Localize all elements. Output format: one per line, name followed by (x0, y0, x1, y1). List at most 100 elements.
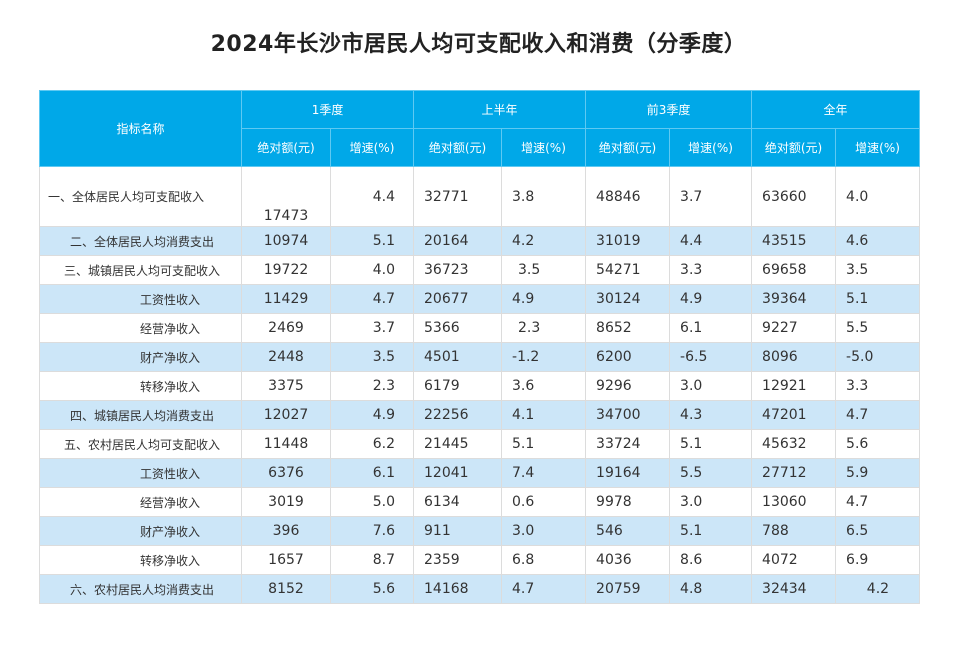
row-label: 五、农村居民人均可支配收入 (39, 429, 242, 459)
value-cell: -5.0 (835, 342, 921, 372)
row-label: 工资性收入 (39, 458, 242, 488)
table-row: 工资性收入 6376 6.1 12041 7.4 19164 5.5 27712… (39, 458, 921, 488)
value-cell: 6376 (241, 458, 331, 488)
value-cell: 4036 (585, 545, 671, 575)
value-cell: 20164 (413, 226, 503, 256)
value-cell: 5.1 (669, 429, 753, 459)
header-absolute: 绝对额(元) (585, 128, 671, 167)
table-row: 五、农村居民人均可支配收入 11448 6.2 21445 5.1 33724 … (39, 429, 921, 459)
row-label: 经营净收入 (39, 313, 242, 343)
value-cell: 4.0 (835, 166, 921, 227)
value-cell: 4.7 (835, 487, 921, 517)
value-cell: 27712 (751, 458, 837, 488)
table-row: 转移净收入 1657 8.7 2359 6.8 4036 8.6 4072 6.… (39, 545, 921, 575)
table-row: 工资性收入 11429 4.7 20677 4.9 30124 4.9 3936… (39, 284, 921, 314)
value-cell: 48846 (585, 166, 671, 227)
value-cell: 3.7 (669, 166, 753, 227)
table-row: 三、城镇居民人均可支配收入 19722 4.0 36723 3.5 54271 … (39, 255, 921, 285)
value-cell: 6134 (413, 487, 503, 517)
value-cell: 19164 (585, 458, 671, 488)
value-cell: 63660 (751, 166, 837, 227)
table-row: 财产净收入 2448 3.5 4501 -1.2 6200 -6.5 8096 … (39, 342, 921, 372)
value-cell: 9296 (585, 371, 671, 401)
value-cell: 2359 (413, 545, 503, 575)
header-absolute: 绝对额(元) (241, 128, 331, 167)
value-cell: 396 (241, 516, 331, 546)
value-cell: 4.7 (501, 574, 587, 604)
table-row: 经营净收入 3019 5.0 6134 0.6 9978 3.0 13060 4… (39, 487, 921, 517)
value-cell: 4.1 (501, 400, 587, 430)
value-cell: -1.2 (501, 342, 587, 372)
value-cell: 6.8 (501, 545, 587, 575)
value-cell: 4501 (413, 342, 503, 372)
value-cell: 788 (751, 516, 837, 546)
value-cell: 54271 (585, 255, 671, 285)
value-cell: 4.4 (669, 226, 753, 256)
value-cell: 5.1 (669, 516, 753, 546)
row-label: 财产净收入 (39, 516, 242, 546)
value-cell: 13060 (751, 487, 837, 517)
value-cell: 8096 (751, 342, 837, 372)
header-absolute: 绝对额(元) (751, 128, 837, 167)
value-cell: 22256 (413, 400, 503, 430)
value-cell: 12027 (241, 400, 331, 430)
value-cell: 19722 (241, 255, 331, 285)
row-label: 工资性收入 (39, 284, 242, 314)
value-cell: 6.5 (835, 516, 921, 546)
value-cell: 36723 (413, 255, 503, 285)
table-row: 六、农村居民人均消费支出 8152 5.6 14168 4.7 20759 4.… (39, 574, 921, 604)
value-cell: 5366 (413, 313, 503, 343)
header-indicator-name: 指标名称 (39, 90, 242, 167)
value-cell: 4.2 (501, 226, 587, 256)
value-cell: 6.1 (329, 458, 415, 488)
table-row: 二、全体居民人均消费支出 10974 5.1 20164 4.2 31019 4… (39, 226, 921, 256)
value-cell: 30124 (585, 284, 671, 314)
value-cell: 20759 (585, 574, 671, 604)
value-cell: 6.1 (669, 313, 753, 343)
row-label: 转移净收入 (39, 545, 242, 575)
value-cell: 5.5 (669, 458, 753, 488)
value-cell: 3.6 (501, 371, 587, 401)
value-cell: 3.5 (329, 342, 415, 372)
value-cell: 12041 (413, 458, 503, 488)
header-period-h1: 上半年 (413, 90, 587, 129)
value-cell: 5.9 (835, 458, 921, 488)
value-cell: 5.0 (329, 487, 415, 517)
value-cell: 2.3 (329, 371, 415, 401)
value-cell: 4.6 (835, 226, 921, 256)
value-cell: 3.8 (501, 166, 587, 227)
value-cell: 4.9 (669, 284, 753, 314)
value-cell: 2469 (241, 313, 331, 343)
value-cell: 45632 (751, 429, 837, 459)
value-cell: 6179 (413, 371, 503, 401)
value-cell: 10974 (241, 226, 331, 256)
value-cell: 7.6 (329, 516, 415, 546)
value-cell: 43515 (751, 226, 837, 256)
value-cell: 4.8 (669, 574, 753, 604)
value-cell: 6.9 (835, 545, 921, 575)
table-row: 一、全体居民人均可支配收入 17473 4.4 32771 3.8 48846 … (39, 166, 921, 227)
row-label: 四、城镇居民人均消费支出 (39, 400, 242, 430)
value-cell: 8.7 (329, 545, 415, 575)
value-cell: 1657 (241, 545, 331, 575)
value-cell: 5.6 (329, 574, 415, 604)
value-cell: 9227 (751, 313, 837, 343)
value-cell: 3019 (241, 487, 331, 517)
value-cell: 3.5 (501, 255, 587, 285)
header-growth: 增速(%) (329, 128, 415, 167)
header-period-q3: 前3季度 (585, 90, 753, 129)
value-cell: -6.5 (669, 342, 753, 372)
value-cell: 6.2 (329, 429, 415, 459)
value-cell: 14168 (413, 574, 503, 604)
value-cell: 32434 (751, 574, 837, 604)
value-cell: 4.7 (329, 284, 415, 314)
value-cell: 9978 (585, 487, 671, 517)
value-cell: 47201 (751, 400, 837, 430)
value-cell: 3.3 (835, 371, 921, 401)
value-cell: 39364 (751, 284, 837, 314)
table-row: 转移净收入 3375 2.3 6179 3.6 9296 3.0 12921 3… (39, 371, 921, 401)
value-cell: 8652 (585, 313, 671, 343)
header-growth: 增速(%) (669, 128, 753, 167)
value-cell: 4.9 (329, 400, 415, 430)
row-label: 三、城镇居民人均可支配收入 (39, 255, 242, 285)
